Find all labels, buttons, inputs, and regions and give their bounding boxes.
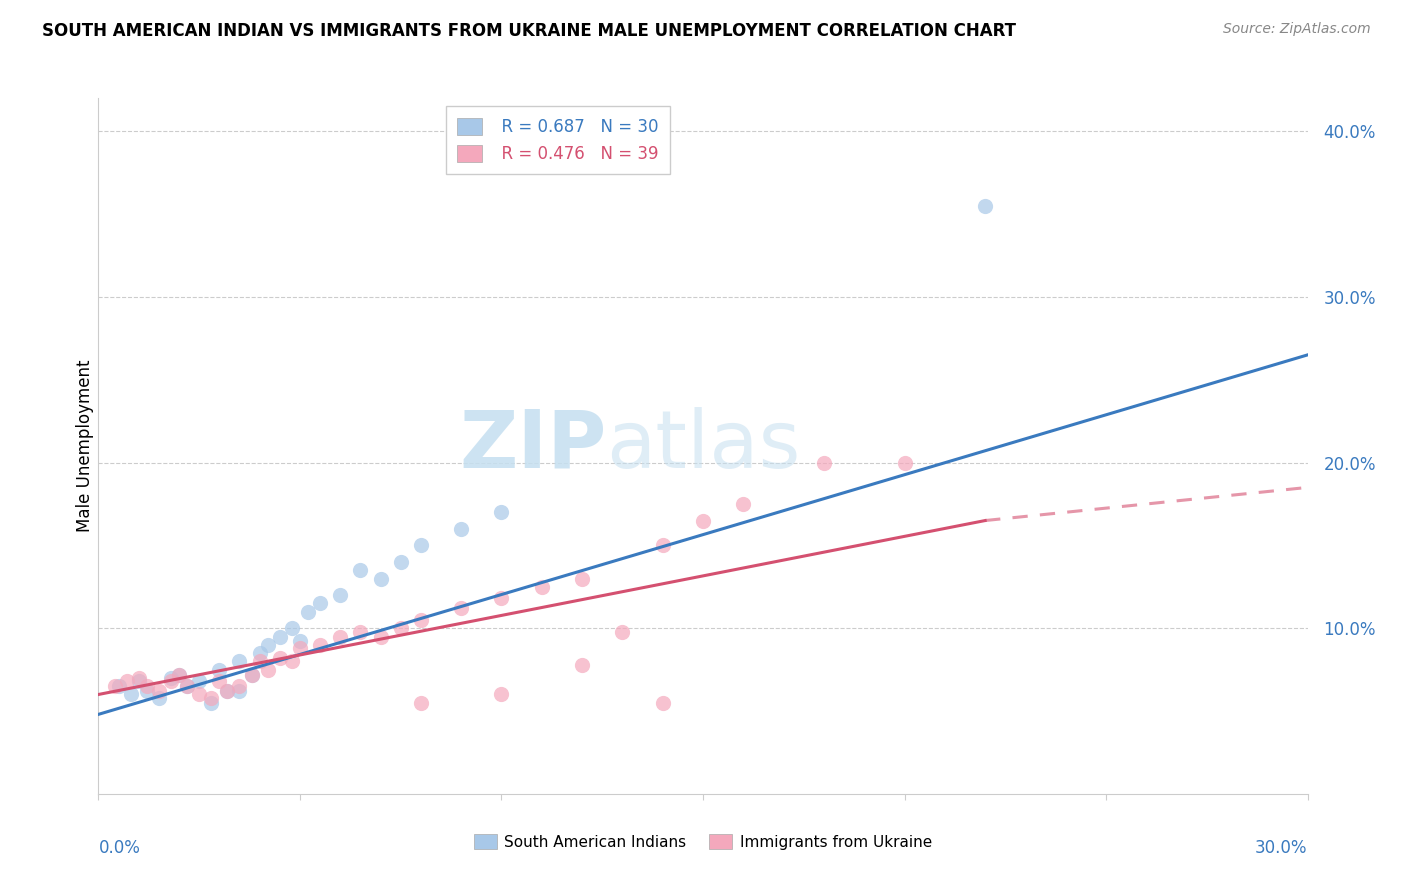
Point [349,563,371,577]
Point [893,456,915,470]
Point [217,684,239,698]
Point [269,651,291,665]
Point [733,497,755,511]
Point [692,514,714,528]
Point [297,605,319,619]
Point [228,654,250,668]
Point [160,671,183,685]
Point [148,690,170,705]
Point [389,555,412,569]
Point [370,630,392,644]
Point [160,674,183,689]
Y-axis label: Male Unemployment: Male Unemployment [76,359,94,533]
Point [256,663,278,677]
Point [107,679,129,693]
Legend: South American Indians, Immigrants from Ukraine: South American Indians, Immigrants from … [468,828,938,855]
Point [208,663,231,677]
Point [249,654,271,668]
Point [135,684,157,698]
Text: 30.0%: 30.0% [1256,839,1308,857]
Point [309,638,332,652]
Point [228,679,250,693]
Point [612,624,634,639]
Point [571,572,593,586]
Point [370,572,392,586]
Point [491,591,513,606]
Point [409,696,432,710]
Point [281,654,304,668]
Point [651,696,673,710]
Point [450,522,472,536]
Point [217,684,239,698]
Point [103,679,125,693]
Point [491,688,513,702]
Point [256,638,278,652]
Point [208,674,231,689]
Point [128,671,150,685]
Point [167,667,190,681]
Point [188,688,211,702]
Point [571,657,593,672]
Text: 0.0%: 0.0% [98,839,141,857]
Point [176,679,198,693]
Point [176,679,198,693]
Point [389,621,412,635]
Point [281,621,304,635]
Point [288,641,311,656]
Point [651,538,673,552]
Point [228,684,250,698]
Point [974,199,997,213]
Point [188,674,211,689]
Text: Source: ZipAtlas.com: Source: ZipAtlas.com [1223,22,1371,37]
Point [349,624,371,639]
Point [120,688,142,702]
Point [200,690,222,705]
Point [167,667,190,681]
Point [240,667,263,681]
Point [269,630,291,644]
Point [240,667,263,681]
Point [813,456,835,470]
Point [309,596,332,610]
Text: ZIP: ZIP [458,407,606,485]
Point [148,684,170,698]
Point [530,580,553,594]
Point [128,674,150,689]
Point [491,505,513,519]
Text: atlas: atlas [606,407,800,485]
Point [200,696,222,710]
Point [450,601,472,615]
Text: SOUTH AMERICAN INDIAN VS IMMIGRANTS FROM UKRAINE MALE UNEMPLOYMENT CORRELATION C: SOUTH AMERICAN INDIAN VS IMMIGRANTS FROM… [42,22,1017,40]
Point [135,679,157,693]
Point [249,646,271,660]
Point [329,630,352,644]
Point [115,674,138,689]
Point [409,538,432,552]
Point [329,588,352,602]
Point [409,613,432,627]
Point [288,634,311,648]
